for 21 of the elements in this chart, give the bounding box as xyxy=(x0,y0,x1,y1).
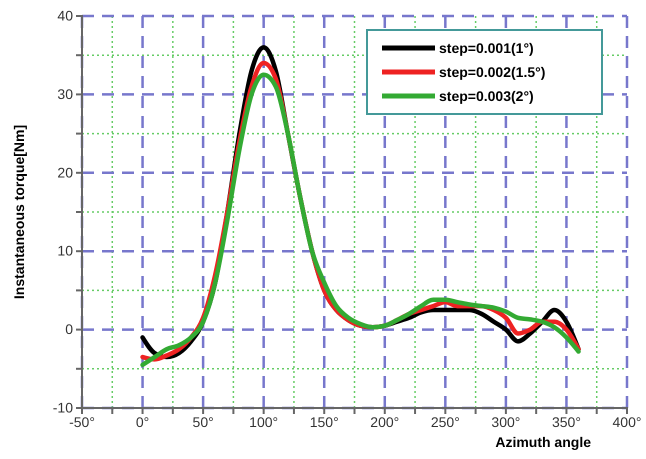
y-tick-label: 40 xyxy=(57,7,74,24)
legend-label: step=0.001(1°) xyxy=(439,40,534,56)
y-tick-label: 20 xyxy=(57,164,74,180)
x-tick-label: 100° xyxy=(249,414,278,430)
x-tick-label: 250° xyxy=(430,414,460,430)
x-axis-title: Azimuth angle xyxy=(495,434,592,450)
x-tick-label: 150° xyxy=(310,414,339,430)
legend-label: step=0.002(1.5°) xyxy=(439,64,546,80)
x-tick-label: 350° xyxy=(552,414,581,430)
y-tick-label: 30 xyxy=(57,86,74,102)
y-axis-title: Instantaneous torque[Nm] xyxy=(11,124,27,300)
x-tick-label: 0° xyxy=(136,414,150,430)
x-tick-label: 300° xyxy=(491,414,520,430)
y-tick-label: 10 xyxy=(57,242,74,259)
x-tick-label: -50° xyxy=(69,414,95,430)
x-tick-label: 400° xyxy=(612,414,642,430)
legend-label: step=0.003(2°) xyxy=(439,88,534,104)
y-tick-label: -10 xyxy=(52,399,74,416)
y-tick-label: 0 xyxy=(65,321,74,338)
x-tick-label: 50° xyxy=(192,414,214,430)
x-tick-label: 200° xyxy=(370,414,400,430)
